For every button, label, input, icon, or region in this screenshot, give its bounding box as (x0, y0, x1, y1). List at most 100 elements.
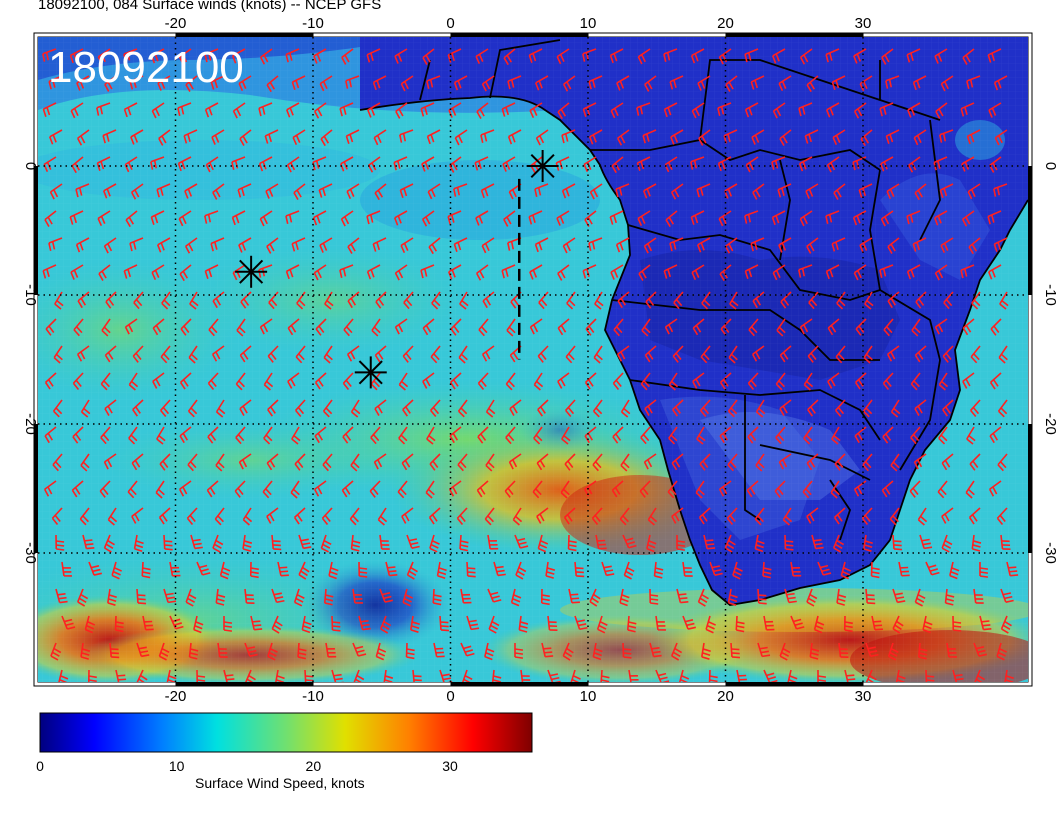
wind-barb (779, 129, 792, 146)
wind-barb (342, 426, 354, 444)
wind-barb (772, 102, 786, 119)
wind-barb (886, 345, 900, 362)
wind-barb (398, 426, 408, 445)
wind-barb (72, 426, 84, 444)
wind-barb (184, 183, 198, 199)
lat-labels-left: 0 -10 -20 -30 (22, 162, 39, 564)
wind-barb (475, 210, 489, 226)
wind-barb (352, 642, 367, 657)
wind-barbs (42, 48, 1019, 682)
wind-barb (285, 48, 300, 63)
wind-barb (644, 345, 657, 363)
wind-barb (744, 264, 759, 279)
wind-barb (277, 561, 289, 577)
wind-barb (295, 399, 306, 418)
wind-barb (177, 102, 192, 116)
wind-barb (514, 643, 524, 659)
wind-barb (76, 345, 90, 362)
wind-barb (834, 453, 846, 471)
wind-barb (825, 48, 840, 63)
wind-barb (427, 183, 441, 200)
wind-barb (529, 318, 543, 335)
wind-barb (503, 48, 516, 66)
wind-barb (974, 669, 986, 682)
wind-barb (557, 102, 570, 120)
wind-barb (592, 399, 603, 418)
wind-barb (855, 318, 867, 336)
wind-barb (917, 642, 928, 660)
wind-barb (487, 534, 499, 550)
wind-barb (643, 453, 657, 470)
wind-barb (727, 453, 738, 472)
wind-barb (366, 48, 381, 63)
wind-barb (196, 561, 211, 576)
wind-barb (806, 453, 819, 471)
wind-barb (853, 48, 867, 64)
wind-barb (42, 102, 57, 117)
wind-barb (403, 291, 414, 310)
wind-barb (394, 48, 408, 64)
wind-barb (313, 480, 327, 497)
wind-barb (708, 669, 718, 682)
wind-barb (601, 561, 615, 577)
wind-barb (998, 345, 1008, 364)
wind-barb (836, 291, 846, 310)
wind-barb (429, 534, 440, 553)
wind-barb (152, 372, 165, 389)
wind-barb (965, 480, 975, 499)
wind-barb (729, 291, 739, 310)
wind-barb (807, 345, 819, 363)
wind-barb (449, 372, 462, 390)
wind-barb (262, 480, 273, 499)
wind-barb (204, 48, 219, 63)
wind-barb (744, 210, 759, 224)
wind-barb (993, 183, 1008, 197)
wind-barb (960, 264, 975, 279)
colorbar-tick: 10 (168, 758, 185, 774)
wind-barb (892, 615, 904, 634)
wind-barb (701, 291, 711, 310)
wind-barb (76, 129, 90, 146)
wind-barb (968, 507, 981, 525)
lon-label: 10 (580, 15, 597, 32)
wind-barb (584, 372, 597, 390)
wind-barb (72, 372, 84, 390)
wind-barb (345, 75, 360, 89)
wind-barb (745, 156, 759, 173)
lon-label: 0 (446, 688, 454, 705)
wind-barb (103, 237, 117, 254)
wind-barb (493, 561, 506, 577)
wind-barb (844, 669, 856, 682)
wind-barb (589, 129, 603, 145)
wind-barb (453, 237, 468, 252)
wind-barb (914, 183, 927, 201)
wind-barb (304, 669, 314, 682)
wind-barb (285, 210, 300, 224)
wind-barb (827, 372, 840, 389)
wind-barb (671, 507, 684, 524)
wind-barb (596, 615, 608, 634)
wind-barb (130, 183, 144, 200)
wind-barb (80, 399, 91, 418)
wind-barb (533, 426, 543, 445)
wind-barb (87, 669, 97, 682)
wind-barb (999, 291, 1009, 310)
wind-barb (291, 426, 301, 445)
wind-barb (879, 102, 894, 117)
wind-barb (372, 237, 387, 252)
wind-barb (70, 102, 84, 119)
wind-barb (474, 156, 489, 171)
wind-barb (346, 183, 360, 200)
wind-barb (265, 183, 279, 199)
wind-barb (836, 588, 847, 606)
wind-barb (402, 399, 414, 417)
country-borders (359, 39, 1028, 606)
wind-barb (350, 453, 360, 472)
wind-barb (510, 588, 522, 607)
wind-barb (97, 210, 111, 227)
wind-barb (969, 453, 981, 471)
wind-barb (611, 480, 624, 498)
wind-barb (341, 480, 354, 498)
wind-barb (589, 588, 601, 607)
wind-barb (48, 75, 63, 90)
